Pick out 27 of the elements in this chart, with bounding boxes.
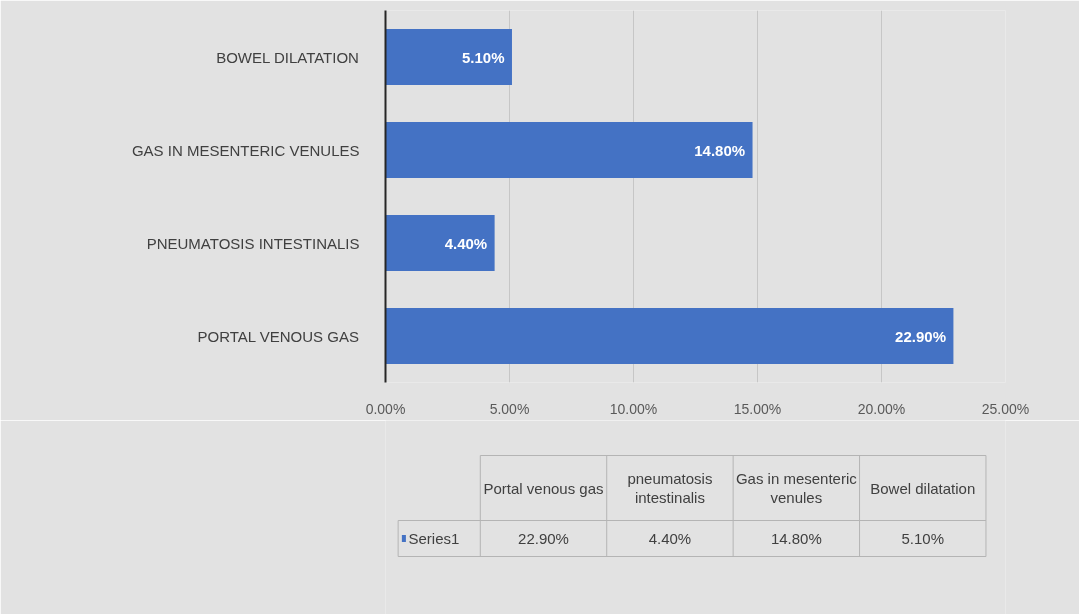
text: pneumatosis intestinalis: [627, 470, 713, 506]
y-tick-label: BOWEL DILATATION: [216, 48, 359, 66]
data-label: 22.90%: [895, 327, 946, 345]
bar: [385, 215, 495, 271]
x-tick-label: 10.00%: [609, 400, 658, 417]
text: 5.10%: [901, 530, 945, 547]
y-tick-label: GAS IN MESENTERIC VENULES: [131, 141, 360, 159]
y-tick-label: PORTAL VENOUS GAS: [197, 327, 359, 345]
x-tick-label: 20.00%: [857, 400, 906, 417]
x-tick-label: 25.00%: [981, 400, 1030, 417]
x-tick-label: 0.00%: [365, 400, 406, 417]
bar: [385, 122, 753, 178]
data-label: 14.80%: [694, 141, 746, 159]
x-tick-label: 15.00%: [733, 400, 782, 417]
data-label: 4.40%: [444, 234, 488, 252]
y-tick-label: PNEUMATOSIS INTESTINALIS: [146, 234, 360, 252]
bar: [385, 29, 512, 85]
text: Gas in mesenteric venules: [735, 470, 858, 506]
legend-label: Series1: [408, 530, 460, 547]
text: 22.90%: [518, 530, 569, 547]
data-label: 5.10%: [462, 48, 505, 66]
text: Portal venous gas: [483, 479, 604, 497]
x-tick-label: 5.00%: [489, 400, 530, 417]
text: 4.40%: [648, 530, 692, 547]
bar: [385, 308, 954, 364]
text: 14.80%: [770, 530, 822, 547]
text: Bowel dilatation: [870, 479, 976, 497]
